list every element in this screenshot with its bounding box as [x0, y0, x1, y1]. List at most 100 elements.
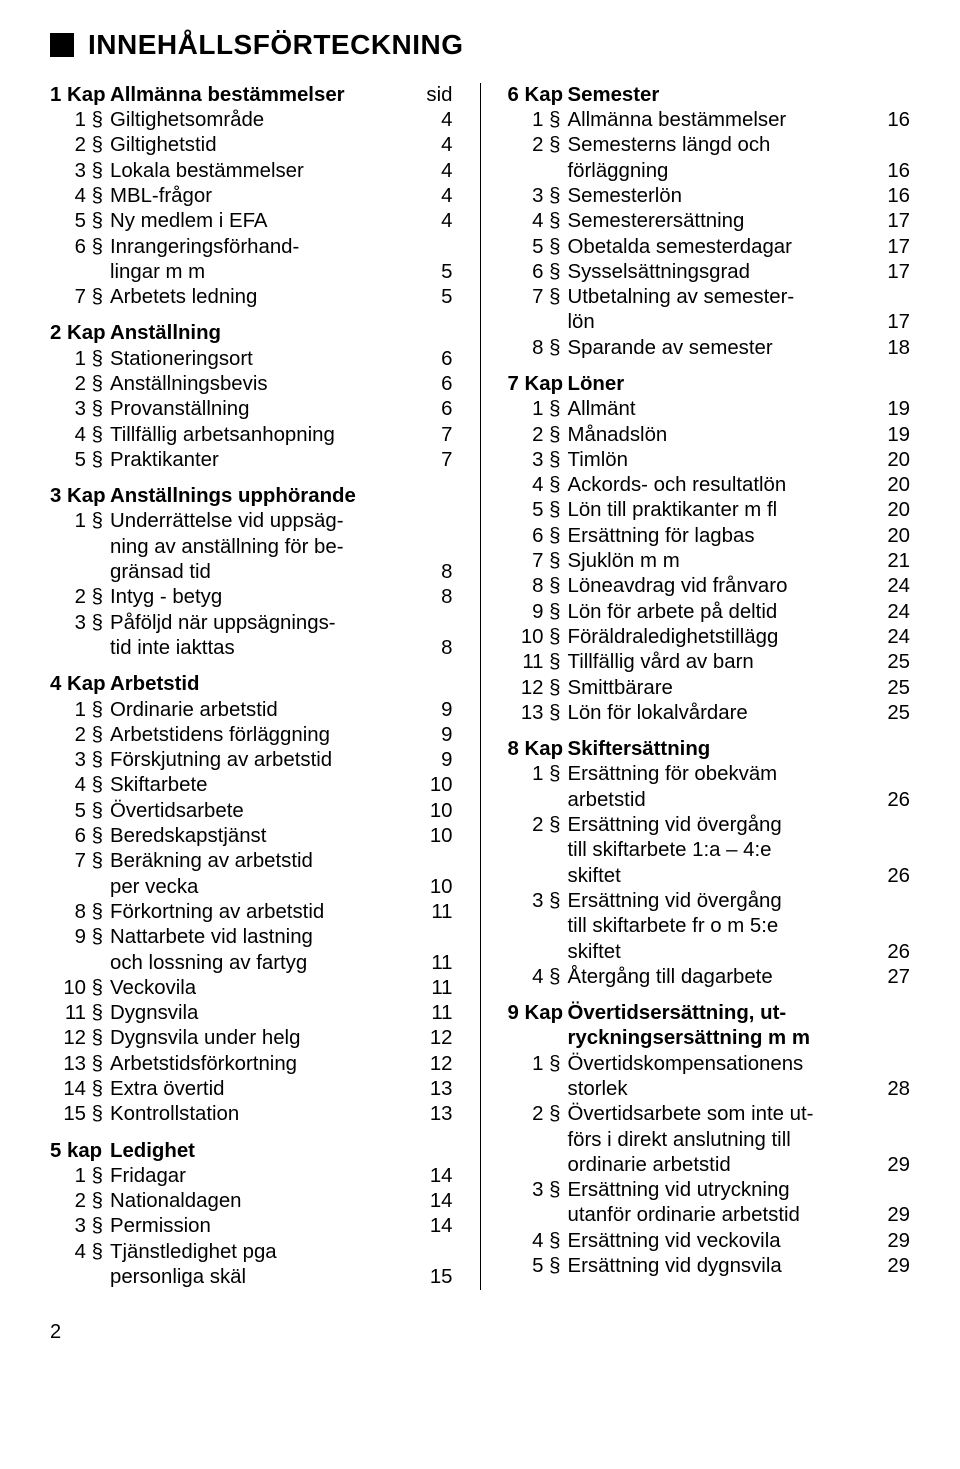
toc-item-page: 15 [417, 1265, 453, 1290]
toc-item-number: 2 § [50, 1189, 110, 1214]
toc-item-title: MBL-frågor [110, 184, 417, 209]
toc-item-row: 15 §Kontrollstation13 [50, 1102, 453, 1127]
toc-item-row: ordinarie arbetstid29 [508, 1153, 911, 1178]
chapter-header: 3 KapAnställnings upphörande [50, 484, 453, 509]
toc-item-row: 10 §Veckovila11 [50, 976, 453, 1001]
toc-item-number: 5 § [508, 498, 568, 523]
toc-item-row: 1 §Fridagar14 [50, 1164, 453, 1189]
toc-item-number: 1 § [508, 108, 568, 133]
toc-item-page: 17 [874, 260, 910, 285]
toc-item-row: personliga skäl15 [50, 1265, 453, 1290]
toc-item-number: 3 § [50, 397, 110, 422]
toc-item-title: Utbetalning av semester- [568, 285, 875, 310]
toc-item-page [874, 1178, 910, 1203]
chapter-title: Anställning [110, 321, 453, 346]
toc-item-title: Nattarbete vid lastning [110, 925, 417, 950]
toc-item-page [417, 925, 453, 950]
toc-item-title: Ordinarie arbetstid [110, 698, 417, 723]
toc-item-title: och lossning av fartyg [110, 951, 417, 976]
chapter-header: 4 KapArbetstid [50, 672, 453, 697]
chapter-number: 4 Kap [50, 672, 110, 697]
chapter-header: 5 kapLedighet [50, 1139, 453, 1164]
toc-item-page [874, 838, 910, 863]
toc-item-page [417, 849, 453, 874]
toc-item-title: Lokala bestämmelser [110, 159, 417, 184]
chapter-title: Allmänna bestämmelser [110, 83, 417, 108]
toc-item-row: 6 §Sysselsättningsgrad17 [508, 260, 911, 285]
toc-item-number [50, 535, 110, 560]
toc-item-title: Stationeringsort [110, 347, 417, 372]
toc-item-page: 17 [874, 235, 910, 260]
toc-item-row: 7 §Utbetalning av semester- [508, 285, 911, 310]
toc-item-number: 1 § [508, 1052, 568, 1077]
toc-item-row: 2 §Semesterns längd och [508, 133, 911, 158]
toc-item-row: 5 §Ny medlem i EFA4 [50, 209, 453, 234]
toc-item-title: Skiftarbete [110, 773, 417, 798]
chapter-number: 6 Kap [508, 83, 568, 108]
toc-item-page: 20 [874, 498, 910, 523]
toc-item-title: Allmänt [568, 397, 875, 422]
toc-item-row: 11 §Tillfällig vård av barn25 [508, 650, 911, 675]
toc-item-number: 1 § [50, 1164, 110, 1189]
toc-item-row: skiftet26 [508, 864, 911, 889]
toc-item-title: Provanställning [110, 397, 417, 422]
toc-item-page: 14 [417, 1164, 453, 1189]
toc-item-title: Tillfällig vård av barn [568, 650, 875, 675]
toc-item-title: Dygnsvila under helg [110, 1026, 417, 1051]
chapter-number: 5 kap [50, 1139, 110, 1164]
toc-item-number: 15 § [50, 1102, 110, 1127]
toc-item-row: 5 §Obetalda semesterdagar17 [508, 235, 911, 260]
toc-item-title: Beredskapstjänst [110, 824, 417, 849]
toc-item-page: 10 [417, 799, 453, 824]
toc-item-page: 14 [417, 1189, 453, 1214]
toc-item-title: Ny medlem i EFA [110, 209, 417, 234]
toc-item-title: Ackords- och resultatlön [568, 473, 875, 498]
toc-item-number: 2 § [508, 1102, 568, 1127]
toc-item-row: utanför ordinarie arbetstid29 [508, 1203, 911, 1228]
toc-item-page: 19 [874, 423, 910, 448]
toc-item-row: till skiftarbete fr o m 5:e [508, 914, 911, 939]
toc-item-number: 12 § [50, 1026, 110, 1051]
toc-item-number: 7 § [508, 549, 568, 574]
toc-item-row: 2 §Giltighetstid4 [50, 133, 453, 158]
chapter-title: Arbetstid [110, 672, 453, 697]
toc-item-row: 2 §Månadslön19 [508, 423, 911, 448]
toc-item-title: Nationaldagen [110, 1189, 417, 1214]
toc-item-page: 26 [874, 788, 910, 813]
toc-item-number: 2 § [50, 372, 110, 397]
toc-item-page: 20 [874, 448, 910, 473]
chapter-header: 2 KapAnställning [50, 321, 453, 346]
toc-item-row: 8 §Löneavdrag vid frånvaro24 [508, 574, 911, 599]
toc-item-number [508, 838, 568, 863]
chapter-after-label: sid [417, 83, 453, 108]
toc-item-title: skiftet [568, 940, 875, 965]
chapter-header: 8 KapSkiftersättning [508, 737, 911, 762]
toc-item-row: 5 §Lön till praktikanter m fl20 [508, 498, 911, 523]
toc-item-page: 17 [874, 209, 910, 234]
toc-item-number [508, 1077, 568, 1102]
toc-item-number: 4 § [508, 473, 568, 498]
toc-item-row: lingar m m5 [50, 260, 453, 285]
chapter-header: 7 KapLöner [508, 372, 911, 397]
toc-item-number [508, 1153, 568, 1178]
toc-item-title: Praktikanter [110, 448, 417, 473]
toc-item-page: 26 [874, 864, 910, 889]
toc-item-number: 1 § [50, 108, 110, 133]
toc-item-row: till skiftarbete 1:a – 4:e [508, 838, 911, 863]
toc-item-row: 4 §Återgång till dagarbete27 [508, 965, 911, 990]
toc-item-title: personliga skäl [110, 1265, 417, 1290]
toc-item-title: Ersättning för lagbas [568, 524, 875, 549]
toc-item-row: 1 §Underrättelse vid uppsäg- [50, 509, 453, 534]
chapter: 8 KapSkiftersättning1 §Ersättning för ob… [508, 737, 911, 990]
toc-item-page: 10 [417, 875, 453, 900]
toc-item-row: 2 §Nationaldagen14 [50, 1189, 453, 1214]
chapter-number: 7 Kap [508, 372, 568, 397]
toc-item-title: Intyg - betyg [110, 585, 417, 610]
toc-item-number [508, 940, 568, 965]
toc-item-page: 9 [417, 723, 453, 748]
toc-item-number: 2 § [50, 723, 110, 748]
toc-item-title: Smittbärare [568, 676, 875, 701]
toc-item-number: 7 § [508, 285, 568, 310]
toc-item-title: Arbetstidens förläggning [110, 723, 417, 748]
toc-item-title: Ersättning vid veckovila [568, 1229, 875, 1254]
